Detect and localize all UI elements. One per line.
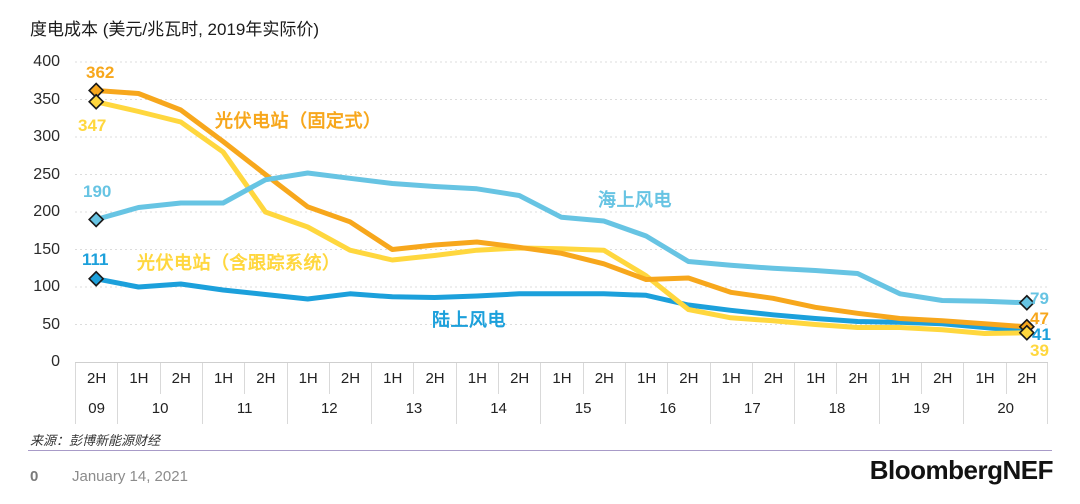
x-tick-year-13: 13 xyxy=(371,393,456,424)
x-tick-year-12: 12 xyxy=(286,393,372,424)
x-tick-half-15: 1H xyxy=(709,363,752,394)
y-tick-250: 250 xyxy=(33,165,60,183)
x-tick-half-20: 2H xyxy=(921,363,963,394)
x-tick-half-4: 2H xyxy=(244,363,286,394)
y-tick-150: 150 xyxy=(33,240,60,258)
line-offshore-wind xyxy=(93,170,1030,306)
y-tick-400: 400 xyxy=(33,53,60,70)
line-fixed-pv xyxy=(93,88,1030,330)
x-tick-year-09: 09 xyxy=(75,393,117,424)
marker-end-tracking-pv xyxy=(1018,324,1035,341)
source-note: 来源：彭博新能源财经 xyxy=(30,433,161,448)
x-tick-half-6: 2H xyxy=(328,363,371,394)
x-tick-half-14: 2H xyxy=(667,363,709,394)
y-tick-50: 50 xyxy=(42,315,60,333)
marker-start-tracking-pv xyxy=(88,93,105,110)
footer-divider xyxy=(28,450,1052,451)
x-tick-year-18: 18 xyxy=(794,393,879,424)
line-onshore-wind xyxy=(93,276,1030,334)
x-tick-year-11: 11 xyxy=(201,393,287,424)
x-tick-half-3: 1H xyxy=(201,363,244,394)
x-tick-half-21: 1H xyxy=(963,363,1005,394)
footer-date: January 14, 2021 xyxy=(72,468,188,485)
legend-fixed-pv: 光伏电站（固定式） xyxy=(215,111,382,131)
legend-onshore-wind: 陆上风电 xyxy=(432,310,506,330)
value-label-offshore-end: 79 xyxy=(1030,289,1049,308)
x-tick-half-22: 2H xyxy=(1005,363,1048,394)
marker-start-offshore-wind xyxy=(88,211,105,228)
bloombergnef-logo: BloombergNEF xyxy=(869,455,1054,485)
value-label-fixed-pv-start: 362 xyxy=(86,63,115,82)
x-tick-half-17: 1H xyxy=(794,363,836,394)
y-tick-0: 0 xyxy=(51,353,60,370)
x-tick-half-2: 2H xyxy=(159,363,202,394)
x-tick-year-17: 17 xyxy=(709,393,795,424)
x-tick-half-9: 1H xyxy=(455,363,498,394)
x-tick-year-16: 16 xyxy=(624,393,710,424)
x-tick-half-1: 1H xyxy=(117,363,159,394)
x-tick-half-8: 2H xyxy=(413,363,455,394)
x-axis-halfyear-row: 2H 1H 2H 1H 2H 1H 2H 1H 2H 1H 2H 1H 2H 1H 2H 1H 2H 1H 2H 1H… xyxy=(75,362,1048,394)
y-tick-300: 300 xyxy=(33,128,60,145)
x-tick-half-11: 1H xyxy=(540,363,582,394)
plot-area xyxy=(75,61,1048,341)
x-tick-year-20: 20 xyxy=(963,393,1048,424)
x-tick-year-19: 19 xyxy=(878,393,964,424)
marker-start-onshore-wind xyxy=(88,270,105,287)
page-number: 0 xyxy=(30,468,39,485)
x-axis-year-row: 09 10 11 12 13 14 15 16 17 18 19 20 xyxy=(75,393,1048,424)
y-tick-200: 200 xyxy=(33,203,60,220)
x-tick-half-5: 1H xyxy=(286,363,329,394)
value-label-tracking-pv-start: 347 xyxy=(78,116,107,135)
line-tracking-pv xyxy=(93,99,1030,336)
x-tick-half-13: 1H xyxy=(624,363,667,394)
legend-tracking-pv: 光伏电站（含跟踪系统） xyxy=(137,253,341,273)
x-tick-year-10: 10 xyxy=(117,393,202,424)
x-tick-half-0: 2H xyxy=(75,363,117,394)
x-tick-half-19: 1H xyxy=(878,363,921,394)
value-label-tracking-pv-end: 39 xyxy=(1030,341,1049,360)
x-tick-half-12: 2H xyxy=(582,363,625,394)
x-tick-half-18: 2H xyxy=(836,363,878,394)
value-label-onshore-start: 111 xyxy=(82,250,109,269)
value-label-onshore-end: 41 xyxy=(1032,325,1051,344)
x-tick-half-7: 1H xyxy=(371,363,413,394)
chart-title: 度电成本 (美元/兆瓦时, 2019年实际价) xyxy=(30,20,320,39)
x-tick-half-16: 2H xyxy=(751,363,794,394)
value-label-fixed-pv-end: 47 xyxy=(1030,309,1049,328)
marker-end-offshore-wind xyxy=(1018,294,1035,311)
y-tick-350: 350 xyxy=(33,90,60,108)
y-tick-100: 100 xyxy=(33,278,60,295)
x-tick-year-15: 15 xyxy=(540,393,625,424)
x-tick-half-10: 2H xyxy=(498,363,540,394)
legend-offshore-wind: 海上风电 xyxy=(598,190,672,210)
x-tick-year-14: 14 xyxy=(455,393,541,424)
value-label-offshore-start: 190 xyxy=(83,182,112,201)
